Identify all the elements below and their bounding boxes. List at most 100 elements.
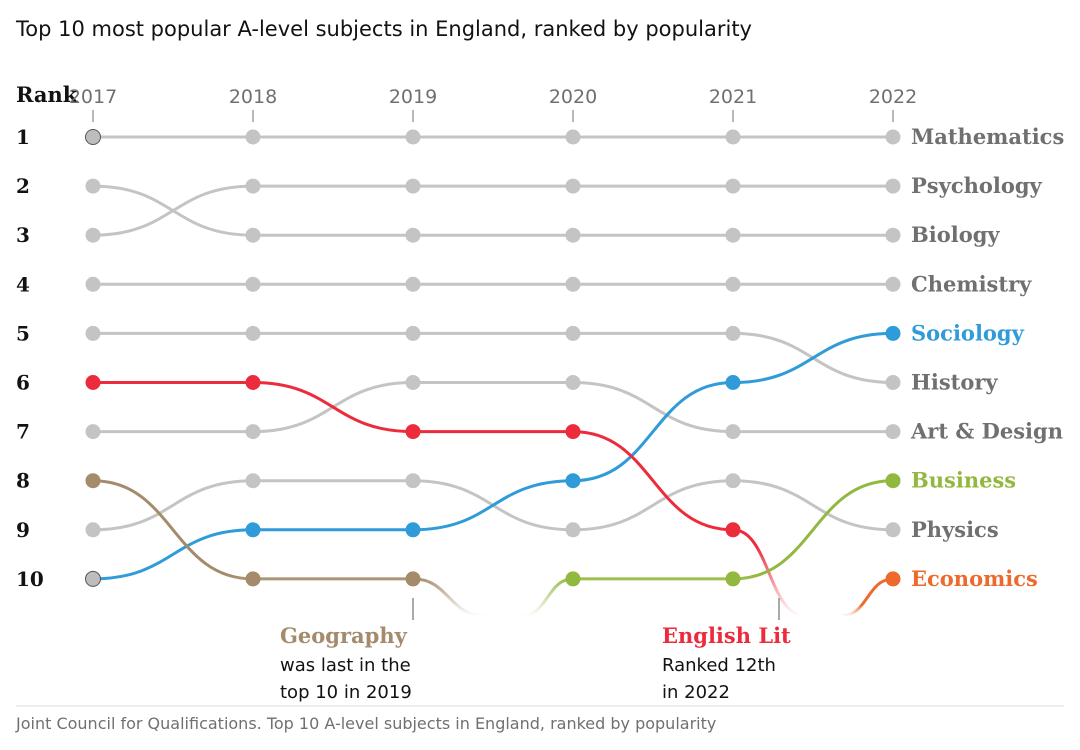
series-label-chemistry: Chemistry <box>911 271 1032 296</box>
point-english-lit-2018 <box>245 375 261 390</box>
rank-label-10: 10 <box>16 567 44 591</box>
series-line-english-lit <box>92 380 806 618</box>
rank-label-4: 4 <box>16 272 30 296</box>
rank-label-7: 7 <box>16 420 30 444</box>
annotation-text-english-lit: Ranked 12th <box>662 655 776 676</box>
point-chemistry-2022 <box>885 276 901 292</box>
point-physics-2020 <box>565 522 581 538</box>
point-mathematics-2019 <box>405 129 421 145</box>
point-art-and-design-2019 <box>405 375 421 390</box>
series-line-physics <box>92 479 894 532</box>
point-biology-2020 <box>565 227 581 243</box>
point-business-2022 <box>885 473 901 489</box>
point-sociology-2021 <box>725 375 741 390</box>
point-economics-2022 <box>885 571 901 587</box>
point-geography-2019 <box>405 571 421 587</box>
point-chemistry-2019 <box>405 276 421 292</box>
point-art-and-design-2020 <box>565 375 581 390</box>
chart-title: Top 10 most popular A-level subjects in … <box>15 17 752 41</box>
point-biology-2021 <box>725 227 741 243</box>
point-art-and-design-2017 <box>85 424 101 440</box>
point-psychology-2018 <box>245 178 261 194</box>
point-chemistry-2021 <box>725 276 741 292</box>
point-mathematics-2018 <box>245 129 261 145</box>
point-english-lit-2021 <box>725 522 741 538</box>
series-line-art-and-design <box>93 380 893 434</box>
annotation-title-geography: Geography <box>280 623 408 648</box>
point-art-and-design-2021 <box>725 424 741 440</box>
series-label-physics: Physics <box>911 517 999 542</box>
point-psychology-2019 <box>405 178 421 194</box>
annotation-text-geography: was last in the <box>280 655 411 676</box>
point-english-lit-2020 <box>565 424 581 440</box>
rank-label-9: 9 <box>16 518 30 542</box>
series-line-history <box>93 331 894 384</box>
point-psychology-2022 <box>885 178 901 194</box>
annotation-text-english-lit: in 2022 <box>662 682 730 703</box>
series-line-sociology <box>92 331 894 581</box>
series-line-economics <box>841 577 894 618</box>
series-line-psychology <box>92 184 893 237</box>
series-labels: Mathematics Psychology Biology Chemistry His… <box>910 124 1064 591</box>
series-points <box>85 129 901 587</box>
point-history-2018 <box>245 325 261 341</box>
series-label-history: History <box>911 370 998 395</box>
annotations: Geography was last in the top 10 in 2019 En… <box>280 598 791 703</box>
point-business-2020 <box>565 571 581 587</box>
point-psychology-2017 <box>85 227 101 243</box>
point-mathematics-2017 <box>85 129 101 145</box>
point-english-lit-2017 <box>85 375 101 390</box>
year-tick-2019: 2019 <box>389 86 437 108</box>
point-biology-2018 <box>245 227 261 243</box>
rank-axis: 1 2 3 4 5 6 7 8 9 10 <box>16 125 44 591</box>
point-art-and-design-2018 <box>245 424 261 440</box>
point-history-2021 <box>725 325 741 341</box>
rank-label-1: 1 <box>16 125 30 149</box>
series-label-mathematics: Mathematics <box>911 124 1064 149</box>
rank-label-6: 6 <box>16 371 30 395</box>
point-business-2021 <box>725 571 741 587</box>
point-sociology-2018 <box>245 522 261 538</box>
point-chemistry-2020 <box>565 276 581 292</box>
point-physics-2022 <box>885 522 901 538</box>
rank-axis-header: Rank <box>16 82 78 107</box>
point-geography-2017 <box>85 473 101 489</box>
point-history-2019 <box>405 325 421 341</box>
point-chemistry-2018 <box>245 276 261 292</box>
point-biology-2022 <box>885 227 901 243</box>
series-label-art-and-design: Art & Design <box>910 419 1063 444</box>
series-line-business <box>521 479 894 618</box>
point-mathematics-2020 <box>565 129 581 145</box>
point-history-2020 <box>565 325 581 341</box>
point-sociology-2020 <box>565 473 581 489</box>
year-tick-2018: 2018 <box>229 86 277 108</box>
series-label-biology: Biology <box>911 222 1000 247</box>
series-line-geography <box>92 479 486 618</box>
year-tick-2017: 2017 <box>69 86 117 108</box>
point-physics-2017 <box>85 522 101 538</box>
point-art-and-design-2022 <box>885 424 901 440</box>
point-mathematics-2022 <box>885 129 901 145</box>
point-physics-2021 <box>725 473 741 489</box>
series-line-biology <box>92 184 893 237</box>
point-biology-2017 <box>85 178 101 194</box>
series-label-sociology: Sociology <box>911 320 1025 345</box>
point-geography-2018 <box>245 571 261 587</box>
source-note: Joint Council for Qualifications. Top 10… <box>15 714 716 733</box>
rank-label-2: 2 <box>16 174 30 198</box>
series-label-economics: Economics <box>911 566 1038 591</box>
point-psychology-2021 <box>725 178 741 194</box>
year-tick-2021: 2021 <box>709 86 757 108</box>
year-tick-2020: 2020 <box>549 86 597 108</box>
rank-label-5: 5 <box>16 321 30 345</box>
point-psychology-2020 <box>565 178 581 194</box>
point-physics-2019 <box>405 473 421 489</box>
point-sociology-2022 <box>885 325 901 341</box>
rank-label-3: 3 <box>16 223 30 247</box>
rank-label-8: 8 <box>16 469 30 493</box>
point-chemistry-2017 <box>85 276 101 292</box>
point-english-lit-2019 <box>405 424 421 440</box>
point-physics-2018 <box>245 473 261 489</box>
year-axis: 2017 2018 2019 2020 2021 2022 <box>69 86 917 122</box>
